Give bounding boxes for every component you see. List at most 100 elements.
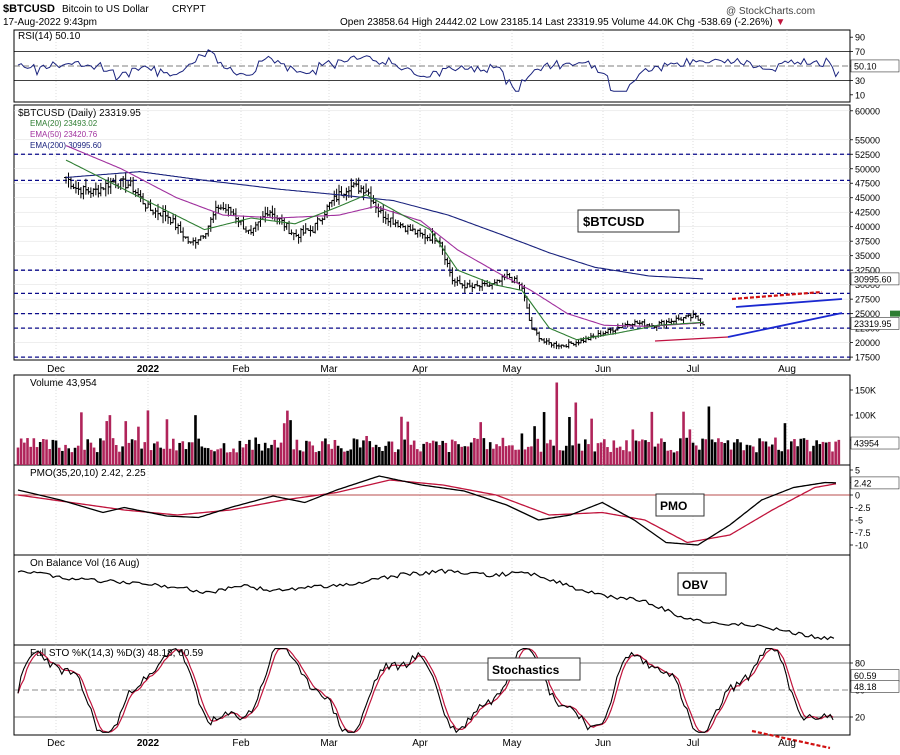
volume-bar — [244, 444, 248, 465]
volume-bar — [149, 450, 153, 465]
volume-bar — [479, 422, 483, 465]
volume-bar — [660, 438, 663, 465]
volume-bar — [346, 450, 349, 465]
volume-bar — [57, 447, 61, 465]
sto-title: Full STO %K(14,3) %D(3) 48.18, 60.59 — [30, 648, 204, 659]
volume-bar — [587, 444, 590, 465]
volume-bar — [352, 438, 356, 465]
volume-bar — [672, 452, 676, 465]
volume-bar — [631, 429, 635, 465]
volume-bar — [143, 442, 147, 465]
price-axis-label: 50000 — [855, 164, 880, 174]
volume-bar — [713, 442, 717, 465]
volume-bar — [599, 442, 603, 465]
x-label-mid: Dec — [47, 364, 65, 375]
svg-text:Stochastics: Stochastics — [492, 663, 560, 677]
volume-bar — [552, 445, 555, 465]
volume-bar — [225, 452, 229, 465]
volume-bar — [796, 446, 799, 465]
volume-bar — [305, 440, 308, 465]
volume-bar — [29, 446, 32, 465]
volume-bar — [707, 406, 711, 465]
volume-bar — [577, 443, 581, 465]
volume-bar — [755, 452, 758, 465]
volume-bar — [279, 442, 283, 465]
volume-bar — [539, 451, 543, 465]
volume-bar — [184, 449, 188, 465]
volume-bar — [495, 444, 498, 465]
price-axis-label: 60000 — [855, 106, 880, 116]
annotation-price: $BTCUSD — [577, 209, 680, 233]
volume-bar — [774, 437, 777, 465]
volume-bar — [229, 452, 232, 465]
rsi-axis-label: 10 — [855, 90, 865, 100]
x-label: Mar — [320, 738, 338, 749]
trend-bottom — [654, 336, 729, 342]
volume-axis-label: 150K — [855, 386, 876, 396]
volume-bar — [137, 426, 140, 465]
x-label-mid: Jun — [595, 364, 611, 375]
price-axis-label: 27500 — [855, 295, 880, 305]
rsi-axis-label: 30 — [855, 76, 865, 86]
volume-bar — [504, 446, 508, 465]
pmo-value-tag-text: 2.42 — [854, 478, 872, 488]
volume-bars — [16, 382, 841, 465]
price-axis-label: 52500 — [855, 150, 880, 160]
volume-bar — [238, 440, 242, 465]
price-axis-label: 32500 — [855, 266, 880, 276]
volume-bar — [89, 442, 93, 465]
volume-bar — [26, 438, 29, 465]
price-axis-label: 20000 — [855, 338, 880, 348]
volume-bar — [786, 449, 790, 465]
volume-bar — [70, 452, 74, 465]
pmo-axis-label: -7.5 — [855, 528, 871, 538]
volume-bar — [203, 447, 207, 465]
volume-bar — [362, 440, 365, 465]
x-label: May — [503, 738, 522, 749]
volume-bar — [549, 439, 552, 465]
legend-ema20: EMA(20) 23493.02 — [30, 119, 98, 128]
volume-bar — [533, 426, 536, 465]
legend-ema50: EMA(50) 23420.76 — [30, 130, 98, 139]
volume-bar — [140, 448, 143, 465]
pmo-axis-label: -10 — [855, 541, 868, 551]
volume-bar — [666, 450, 669, 465]
sto-k-line — [17, 647, 834, 734]
volume-bar — [92, 447, 96, 465]
volume-value-tag-text: 43954 — [854, 439, 879, 449]
x-axis: Dec Dec 2022 2022 Feb Feb Mar Mar Apr Apr May May Ju… — [47, 364, 796, 749]
price-axis-label: 47500 — [855, 179, 880, 189]
volume-bar — [447, 452, 451, 465]
volume-bar — [488, 442, 492, 465]
volume-bar — [374, 444, 378, 465]
volume-bar — [824, 442, 828, 465]
volume-bar — [295, 439, 299, 465]
trend-lines — [654, 290, 843, 750]
volume-bar — [102, 440, 105, 465]
volume-bar — [133, 440, 137, 465]
volume-bar — [403, 439, 406, 465]
volume-bar — [526, 446, 530, 465]
trend-sto-dashed — [751, 729, 831, 750]
volume-bar — [118, 451, 121, 465]
x-label: Feb — [232, 738, 250, 749]
volume-bar — [222, 443, 226, 465]
pmo-title: PMO(35,20,10) 2.42, 2.25 — [30, 468, 146, 479]
volume-bar — [558, 450, 562, 465]
volume-bar — [317, 451, 321, 465]
volume-bar — [767, 446, 771, 465]
volume-bar — [273, 439, 277, 465]
ema200-line — [65, 171, 704, 280]
rsi-title: RSI(14) 50.10 — [18, 31, 81, 42]
volume-bar — [83, 449, 86, 465]
volume-bar — [729, 449, 733, 465]
volume-bar — [130, 439, 134, 465]
ema20-line — [65, 159, 704, 341]
pmo-value-tag-box — [850, 476, 900, 490]
volume-bar — [653, 446, 657, 465]
volume-bar — [48, 448, 51, 465]
volume-bar — [270, 444, 273, 465]
header-exchange: CRYPT — [172, 4, 206, 15]
x-label-mid: 2022 — [137, 364, 160, 375]
volume-bar — [311, 445, 315, 465]
